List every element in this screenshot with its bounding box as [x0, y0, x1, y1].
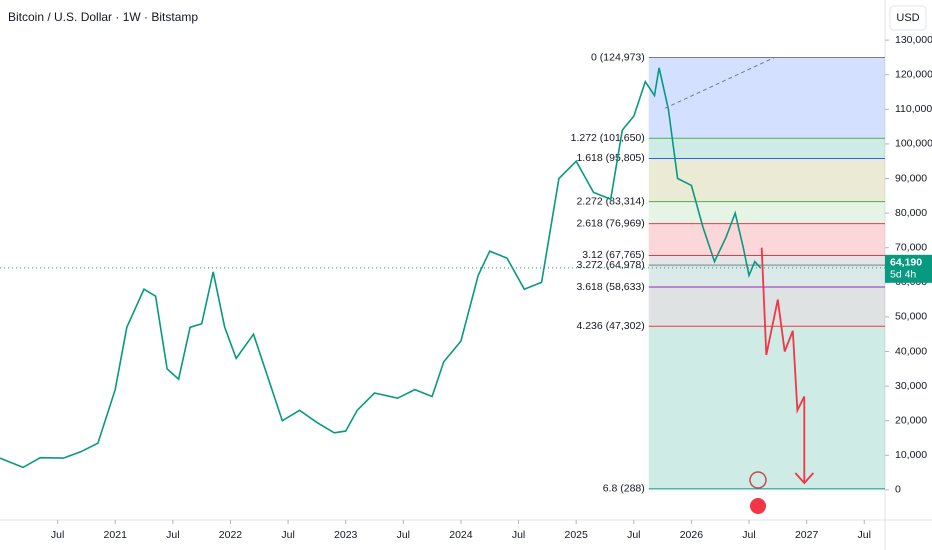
fib-zone [648, 57, 885, 139]
fib-zone [648, 223, 885, 256]
fib-zone [648, 201, 885, 224]
x-tick-label: Jul [397, 529, 410, 541]
y-tick-label: 20,000 [895, 414, 927, 426]
x-tick-label: 2026 [680, 529, 704, 541]
y-tick-label: 50,000 [895, 311, 927, 323]
x-tick-label: 2022 [219, 529, 243, 541]
fib-label: 6.8 (288) [603, 483, 645, 495]
y-tick-label: 100,000 [895, 138, 932, 150]
y-tick-label: 120,000 [895, 69, 932, 81]
fib-label: 2.618 (76,969) [576, 217, 644, 229]
y-tick-label: 130,000 [895, 34, 932, 46]
fib-label: 2.272 (83,314) [576, 195, 644, 207]
x-tick-label: 2024 [449, 529, 473, 541]
fib-zone [648, 158, 885, 202]
y-tick-label: 70,000 [895, 241, 927, 253]
fib-label: 0 (124,973) [591, 51, 645, 63]
x-tick-label: Jul [512, 529, 525, 541]
fib-label: 3.12 (67,765) [582, 249, 644, 261]
event-icon[interactable] [750, 498, 766, 514]
event-icon[interactable] [749, 471, 767, 489]
price-tag-label: 64,190 [890, 257, 922, 269]
fib-zone [648, 287, 885, 327]
currency-button[interactable] [889, 5, 927, 31]
y-tick-label: 10,000 [895, 449, 927, 461]
x-tick-label: Jul [627, 529, 640, 541]
price-line [0, 67, 762, 469]
fib-label: 3.618 (58,633) [576, 281, 644, 293]
x-tick-label: Jul [742, 529, 755, 541]
y-tick-label: 30,000 [895, 380, 927, 392]
price-countdown: 5d 4h [890, 269, 916, 281]
fib-zone [648, 265, 885, 288]
fib-zone [648, 255, 885, 266]
y-tick-label: 90,000 [895, 172, 927, 184]
projection-line [760, 247, 806, 483]
y-tick-label: 80,000 [895, 207, 927, 219]
fib-label: 1.272 (101,650) [571, 132, 645, 144]
x-tick-label: 2027 [795, 529, 819, 541]
x-tick-label: Jul [281, 529, 294, 541]
arrow-head [794, 472, 815, 485]
price-tag [885, 254, 932, 283]
x-tick-label: 2025 [564, 529, 588, 541]
x-tick-label: Jul [858, 529, 871, 541]
fib-label: 1.618 (95,805) [576, 152, 644, 164]
x-tick-label: 2023 [334, 529, 358, 541]
x-tick-label: Jul [51, 529, 64, 541]
x-tick-label: Jul [166, 529, 179, 541]
x-tick-label: 2021 [104, 529, 128, 541]
fib-zone [648, 138, 885, 159]
currency[interactable]: USD [896, 12, 919, 24]
y-tick-label: 110,000 [895, 103, 932, 115]
chart-title: Bitcoin / U.S. Dollar · 1W · Bitstamp [8, 10, 198, 24]
fib-label: 3.272 (64,978) [576, 259, 644, 271]
y-tick-label: 0 [895, 484, 901, 496]
trend-line [664, 57, 775, 109]
fib-label: 4.236 (47,302) [576, 320, 644, 332]
y-tick-label: 40,000 [895, 345, 927, 357]
